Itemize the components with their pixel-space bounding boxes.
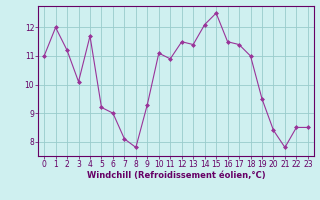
X-axis label: Windchill (Refroidissement éolien,°C): Windchill (Refroidissement éolien,°C) bbox=[87, 171, 265, 180]
